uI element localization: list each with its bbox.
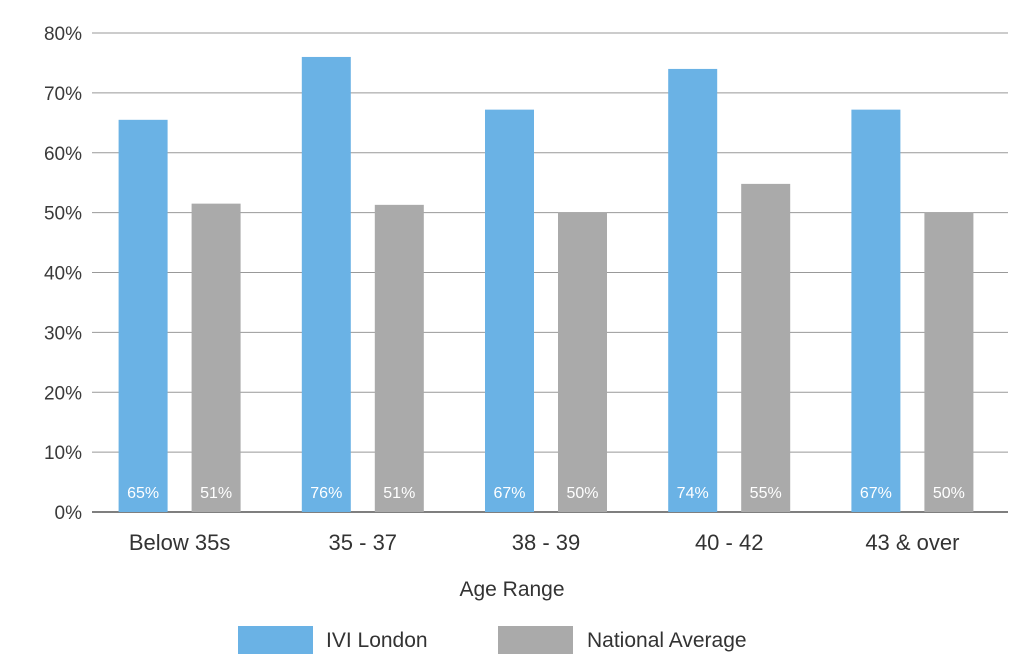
bar-value-label: 50% [566, 485, 598, 502]
y-tick-label: 70% [44, 84, 82, 105]
x-category-label: Below 35s [129, 530, 231, 555]
bar-value-label: 67% [493, 485, 525, 502]
x-category-label: 40 - 42 [695, 530, 764, 555]
y-tick-label: 50% [44, 204, 82, 225]
bar [118, 119, 168, 512]
legend-swatch [498, 626, 573, 654]
x-category-label: 38 - 39 [512, 530, 581, 555]
bar [668, 68, 718, 513]
bar [558, 212, 607, 512]
legend: IVI London National Average [238, 626, 747, 654]
legend-swatch [238, 626, 313, 654]
bars [118, 56, 974, 513]
bar [924, 212, 974, 512]
y-tick-label: 40% [44, 264, 82, 285]
y-tick-label: 60% [44, 144, 82, 165]
bar-value-label: 76% [310, 485, 342, 502]
y-tick-label: 30% [44, 323, 82, 344]
y-tick-label: 20% [44, 383, 82, 404]
bar-value-labels: 65% 51% 76% 51% 67% 50% 74% 55% 67% 50% [127, 485, 965, 502]
bar-value-label: 74% [677, 485, 709, 502]
bar [301, 56, 351, 512]
bar [374, 204, 424, 512]
bar-value-label: 55% [750, 485, 782, 502]
x-axis-categories: Below 35s 35 - 37 38 - 39 40 - 42 43 & over [129, 530, 960, 555]
bar-value-label: 65% [127, 485, 159, 502]
y-axis-ticks: 0% 10% 20% 30% 40% 50% 60% 70% 80% [44, 24, 82, 524]
bar-value-label: 51% [200, 485, 232, 502]
bar-value-label: 67% [860, 485, 892, 502]
x-category-label: 43 & over [865, 530, 959, 555]
bar [741, 183, 791, 512]
bar [485, 109, 534, 512]
y-tick-label: 80% [44, 24, 82, 45]
bar [851, 109, 901, 512]
x-axis-title: Age Range [459, 578, 564, 601]
bar-value-label: 51% [383, 485, 415, 502]
y-tick-label: 10% [44, 443, 82, 464]
legend-label: IVI London [326, 629, 428, 652]
bar [191, 203, 241, 513]
y-tick-label: 0% [55, 503, 83, 524]
bar-value-label: 50% [933, 485, 965, 502]
legend-label: National Average [587, 629, 747, 652]
x-category-label: 35 - 37 [329, 530, 398, 555]
